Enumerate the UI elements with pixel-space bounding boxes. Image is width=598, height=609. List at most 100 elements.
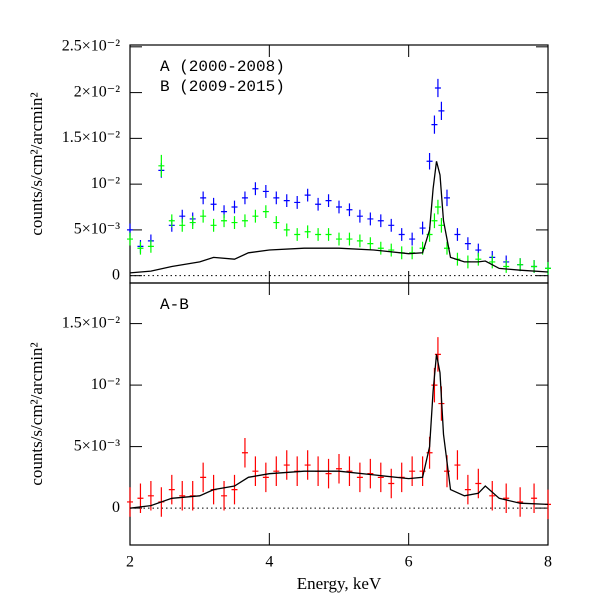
- legend-entry: A-B: [160, 296, 189, 314]
- error-bar: [367, 237, 374, 251]
- error-bar: [325, 458, 332, 489]
- error-bar: [356, 234, 363, 248]
- y-tick-label: 1.5×10⁻²: [62, 314, 120, 331]
- error-bar: [489, 255, 496, 269]
- error-bar: [304, 225, 311, 239]
- error-bar: [356, 462, 363, 493]
- error-bar: [388, 468, 395, 499]
- error-bar: [388, 218, 395, 232]
- error-bar: [346, 232, 353, 246]
- error-bar: [252, 182, 259, 196]
- error-bar: [489, 481, 496, 511]
- error-bar: [262, 185, 269, 198]
- error-bar: [294, 228, 301, 241]
- error-bar: [273, 216, 280, 229]
- error-bar: [262, 205, 269, 219]
- model-line: [129, 354, 549, 509]
- error-bar: [434, 199, 441, 215]
- error-bar: [241, 214, 248, 228]
- error-bar: [283, 194, 290, 208]
- x-tick-label: 6: [405, 554, 413, 571]
- error-bar: [147, 239, 154, 253]
- error-bar: [346, 203, 353, 217]
- y-tick-label: 2×10⁻²: [74, 83, 120, 100]
- error-bar: [517, 487, 524, 517]
- error-bar: [367, 212, 374, 226]
- error-bar: [179, 481, 186, 511]
- error-bar: [241, 191, 248, 205]
- error-bar: [409, 456, 416, 486]
- error-bar: [464, 474, 471, 505]
- error-bar: [475, 252, 482, 266]
- error-bar: [431, 213, 438, 229]
- model-line: [129, 161, 549, 274]
- y-tick-label: 0: [112, 499, 120, 516]
- error-bar: [210, 218, 217, 232]
- error-bar: [336, 200, 342, 214]
- error-bar: [443, 189, 450, 207]
- error-bar: [262, 462, 269, 493]
- error-bar: [137, 483, 144, 514]
- error-bar: [325, 194, 332, 208]
- error-bar: [419, 456, 426, 486]
- error-bar: [336, 232, 342, 246]
- error-bar: [273, 191, 280, 205]
- error-bar: [231, 474, 238, 505]
- error-bar: [304, 188, 311, 202]
- error-bar: [304, 450, 311, 480]
- error-bar: [294, 196, 301, 209]
- error-bar: [127, 232, 133, 246]
- error-bar: [168, 214, 175, 228]
- error-bar: [283, 450, 290, 480]
- error-bar: [454, 450, 461, 480]
- error-bar: [434, 78, 441, 98]
- error-bar: [377, 214, 384, 228]
- error-bar: [315, 228, 322, 241]
- error-bar: [356, 209, 363, 223]
- y-tick-label: 10⁻²: [91, 175, 120, 192]
- y-tick-label: 5×10⁻³: [74, 221, 120, 238]
- y-axis-label: counts/s/cm²/arcmin²: [27, 92, 46, 235]
- error-bar: [409, 232, 416, 246]
- x-tick-label: 8: [544, 554, 552, 571]
- error-bar: [168, 474, 175, 505]
- error-bar: [388, 243, 395, 257]
- error-bar: [438, 218, 445, 233]
- y-tick-label: 0: [112, 266, 120, 283]
- y-tick-label: 5×10⁻³: [74, 437, 120, 454]
- error-bar: [137, 241, 144, 255]
- error-bar: [346, 456, 353, 486]
- error-bar: [179, 218, 186, 232]
- error-bar: [273, 456, 280, 486]
- y-tick-label: 1.5×10⁻²: [62, 129, 120, 146]
- error-bar: [252, 209, 259, 223]
- error-bar: [426, 153, 433, 170]
- error-bar: [200, 209, 207, 223]
- y-tick-label: 10⁻²: [91, 376, 120, 393]
- x-tick-label: 2: [126, 554, 134, 571]
- error-bar: [545, 261, 551, 275]
- error-bar: [241, 437, 248, 468]
- error-bar: [200, 462, 207, 493]
- error-bar: [464, 237, 471, 251]
- y-tick-label: 2.5×10⁻²: [62, 38, 120, 55]
- error-bar: [398, 228, 405, 241]
- x-axis-label: Energy, keV: [297, 574, 382, 593]
- legend-entry: A (2000-2008): [160, 58, 285, 76]
- legend-entry: B (2009-2015): [160, 78, 285, 96]
- error-bar: [438, 101, 445, 121]
- error-bar: [503, 260, 510, 273]
- error-bar: [517, 258, 524, 272]
- error-bar: [127, 487, 133, 517]
- error-bar: [325, 228, 332, 241]
- error-bar: [377, 241, 384, 255]
- error-bar: [367, 458, 374, 489]
- error-bar: [200, 191, 207, 205]
- error-bar: [189, 216, 196, 229]
- x-tick-label: 4: [265, 554, 273, 571]
- error-bar: [231, 216, 238, 229]
- error-bar: [210, 197, 217, 211]
- error-bar: [158, 154, 165, 177]
- error-bar: [431, 115, 438, 134]
